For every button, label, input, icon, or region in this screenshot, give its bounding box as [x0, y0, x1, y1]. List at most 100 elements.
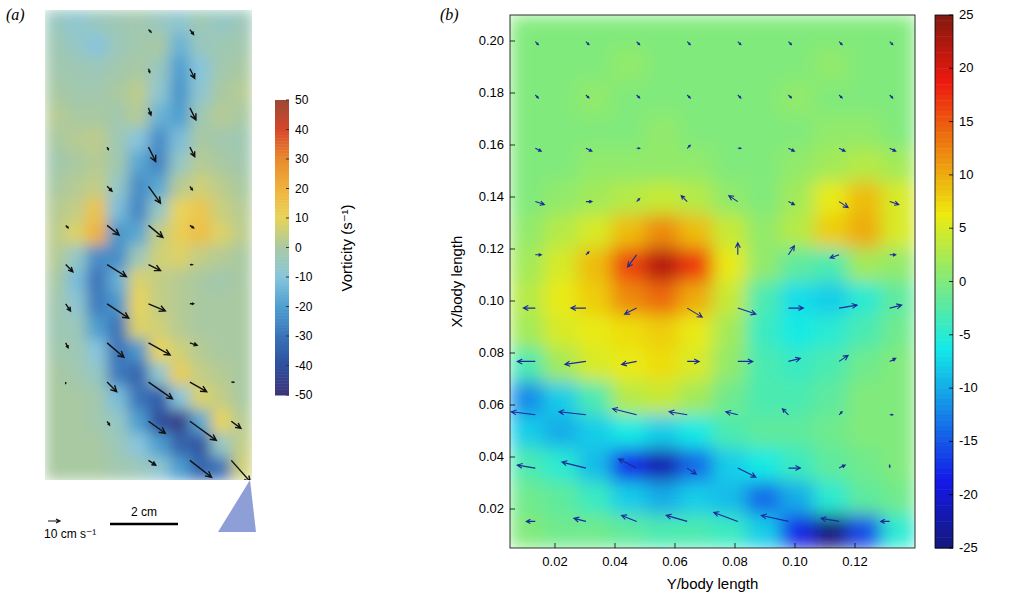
cell	[107, 198, 128, 222]
cell	[544, 348, 578, 382]
velocity-arrow	[890, 254, 896, 257]
cell	[611, 515, 645, 548]
cell	[881, 481, 915, 515]
cell	[107, 81, 128, 105]
colorbar-tick-label: 40	[295, 123, 309, 137]
colorbar-swatch	[935, 212, 953, 218]
cell	[578, 115, 612, 149]
cell	[611, 182, 645, 216]
cell	[679, 515, 713, 548]
colorbar-swatch	[935, 74, 953, 80]
colorbar-tick	[949, 228, 953, 229]
cell	[611, 115, 645, 149]
cell	[211, 292, 232, 316]
colorbar-swatch	[935, 505, 953, 511]
cell	[510, 348, 544, 382]
cell	[780, 248, 814, 282]
cell	[45, 292, 66, 316]
colorbar-swatch	[275, 112, 289, 115]
velocity-arrow	[839, 202, 848, 208]
colorbar-swatch	[935, 436, 953, 442]
colorbar-swatch	[935, 319, 953, 325]
colorbar-tick	[286, 247, 289, 248]
cell	[107, 386, 128, 410]
colorbar-tick-label: 5	[959, 220, 966, 235]
y-tick	[510, 41, 515, 42]
cell	[231, 222, 252, 246]
cell	[231, 292, 252, 316]
cell	[66, 363, 87, 387]
panel-label: (a)	[6, 6, 25, 24]
cell	[510, 15, 544, 49]
velocity-arrow	[788, 202, 794, 205]
colorbar-swatch	[275, 274, 289, 277]
cell	[713, 15, 747, 49]
cell	[645, 48, 679, 82]
velocity-arrow	[190, 382, 207, 392]
x-tick	[855, 543, 856, 548]
cell	[881, 448, 915, 482]
cell	[645, 515, 679, 548]
velocity-arrow	[66, 343, 68, 348]
velocity-arrow	[839, 304, 857, 309]
colorbar-swatch	[275, 121, 289, 124]
cell	[128, 175, 149, 199]
cell	[149, 457, 170, 481]
cell	[713, 481, 747, 515]
colorbar-swatch	[935, 468, 953, 474]
cell	[814, 448, 848, 482]
cell	[848, 415, 882, 449]
x-tick	[795, 543, 796, 548]
cell	[107, 128, 128, 152]
colorbar-swatch	[275, 253, 289, 256]
colorbar-tick	[286, 159, 289, 160]
y-tick-label: 0.04	[479, 449, 504, 464]
cell	[128, 10, 149, 34]
colorbar-swatch	[275, 212, 289, 215]
colorbar-swatch	[935, 68, 953, 74]
colorbar-swatch	[275, 292, 289, 295]
cell	[45, 81, 66, 105]
velocity-arrow	[714, 512, 738, 522]
cell	[510, 448, 544, 482]
colorbar-swatch	[935, 537, 953, 543]
cell	[211, 386, 232, 410]
panel-b: (b)0.020.040.060.080.100.120.020.040.060…	[440, 6, 978, 592]
cell	[128, 245, 149, 269]
cell	[611, 282, 645, 316]
cell	[86, 269, 107, 293]
colorbar-swatch	[275, 147, 289, 150]
cell	[881, 348, 915, 382]
y-tick	[510, 405, 515, 406]
cell	[128, 457, 149, 481]
velocity-arrow	[821, 517, 839, 522]
colorbar-swatch	[275, 345, 289, 348]
cell	[169, 457, 190, 481]
colorbar-tick-label: 15	[959, 114, 973, 129]
cell	[190, 81, 211, 105]
colorbar-swatch	[935, 266, 953, 272]
colorbar-swatch	[935, 340, 953, 346]
cell	[107, 433, 128, 457]
cell	[66, 269, 87, 293]
cell	[169, 245, 190, 269]
cell	[128, 81, 149, 105]
cell	[713, 381, 747, 415]
cell	[611, 315, 645, 349]
cell	[814, 48, 848, 82]
cell	[45, 175, 66, 199]
cell	[814, 348, 848, 382]
velocity-arrow	[881, 519, 890, 523]
colorbar-swatch	[275, 132, 289, 135]
cell	[713, 115, 747, 149]
x-tick-label: 0.02	[542, 554, 567, 569]
velocity-arrow	[738, 95, 741, 98]
x-tick	[735, 543, 736, 548]
cell	[544, 148, 578, 182]
y-tick-label: 0.16	[479, 137, 504, 152]
velocity-arrow	[782, 409, 788, 415]
cell	[611, 215, 645, 249]
cell	[645, 115, 679, 149]
velocity-arrow	[574, 517, 586, 522]
colorbar-swatch	[935, 52, 953, 58]
